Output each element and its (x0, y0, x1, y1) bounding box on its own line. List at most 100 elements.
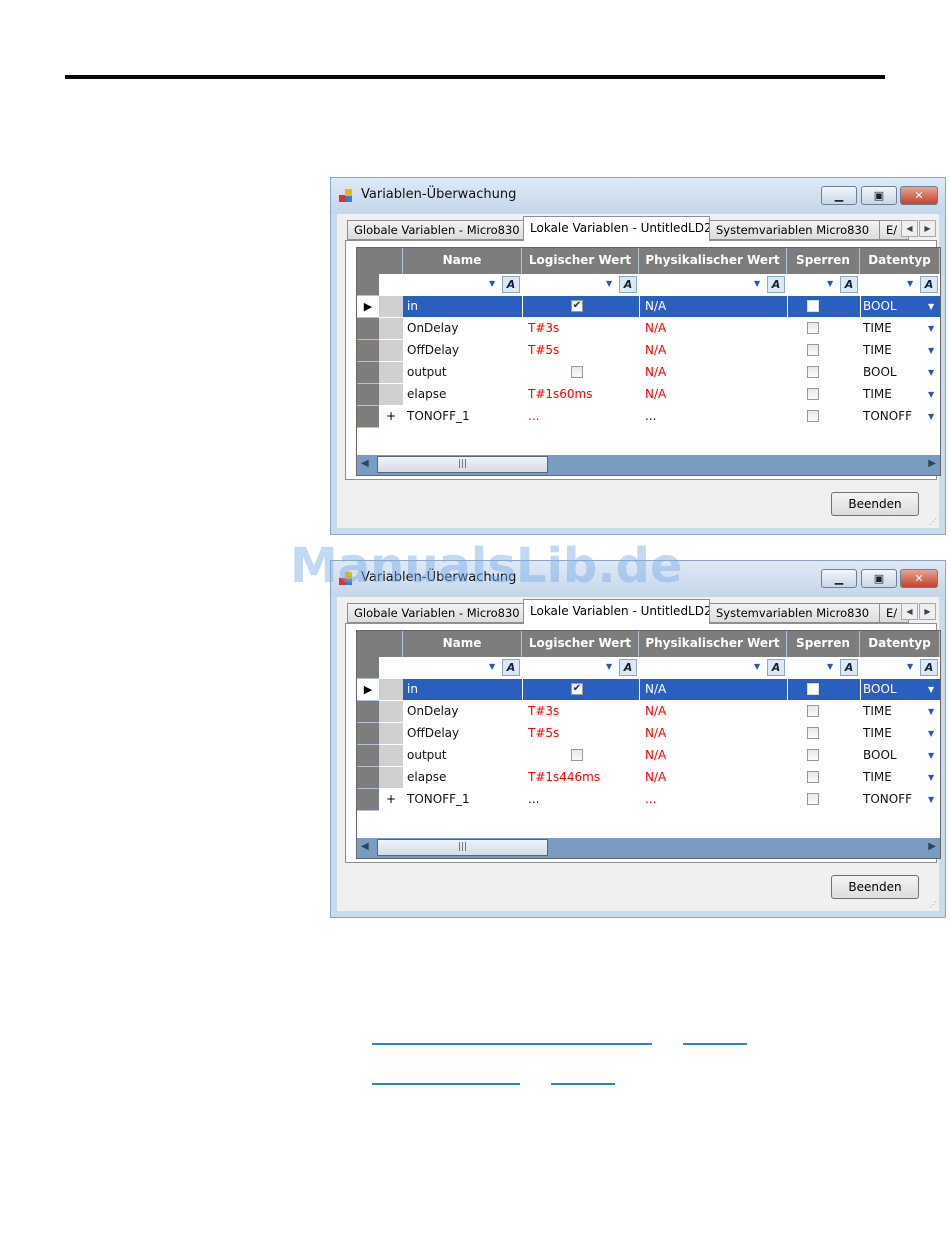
name-cell[interactable]: OffDelay (403, 340, 522, 361)
name-cell[interactable]: TONOFF_1 (403, 406, 522, 427)
physical-value-cell[interactable]: ... (640, 789, 787, 810)
expander[interactable]: + (379, 406, 403, 427)
page-link-2[interactable] (551, 1083, 615, 1085)
expander[interactable]: + (379, 789, 403, 810)
logical-value-cell[interactable]: T#1s446ms (523, 767, 639, 788)
filter-icon[interactable]: A (767, 276, 785, 293)
datatype-dropdown-icon[interactable]: ▼ (928, 346, 935, 355)
lock-checkbox[interactable] (807, 793, 819, 805)
lock-checkbox[interactable] (807, 300, 819, 312)
scroll-right-icon[interactable]: ▶ (928, 458, 936, 469)
cross-reference-link-1[interactable] (372, 1043, 652, 1045)
name-cell[interactable]: output (403, 362, 522, 383)
physical-value-cell[interactable]: N/A (640, 745, 787, 766)
physical-value-cell[interactable]: N/A (640, 318, 787, 339)
datatype-cell[interactable]: TIME (861, 384, 940, 405)
logical-value-cell[interactable]: T#5s (523, 340, 639, 361)
datatype-cell[interactable]: BOOL (861, 296, 940, 317)
row-header[interactable]: ▶ (357, 679, 379, 701)
datatype-dropdown-icon[interactable]: ▼ (928, 302, 935, 311)
page-link-1[interactable] (683, 1043, 747, 1045)
logical-value-cell[interactable]: T#3s (523, 318, 639, 339)
row-header[interactable] (357, 767, 379, 789)
physical-value-cell[interactable]: N/A (640, 723, 787, 744)
tab-scroll-left-button[interactable]: ◀ (901, 220, 918, 237)
tab-0[interactable]: Globale Variablen - Micro830 (347, 603, 524, 623)
filter-dropdown-icon[interactable]: ▼ (606, 662, 613, 671)
datatype-cell[interactable]: TIME (861, 701, 940, 722)
column-header-4[interactable]: Datentyp (860, 631, 940, 657)
lock-checkbox[interactable] (807, 705, 819, 717)
filter-icon[interactable]: A (840, 659, 858, 676)
physical-value-cell[interactable]: N/A (640, 701, 787, 722)
logical-value-checkbox[interactable] (571, 366, 583, 378)
scroll-right-icon[interactable]: ▶ (928, 841, 936, 852)
minimize-button[interactable]: ▁ (821, 569, 857, 588)
filter-dropdown-icon[interactable]: ▼ (907, 279, 914, 288)
tab-2[interactable]: Systemvariablen Micro830 (709, 603, 880, 623)
filter-icon[interactable]: A (619, 276, 637, 293)
physical-value-cell[interactable]: N/A (640, 384, 787, 405)
name-cell[interactable]: elapse (403, 384, 522, 405)
horizontal-scrollbar[interactable]: ◀ ||| ▶ (357, 838, 940, 858)
minimize-button[interactable]: ▁ (821, 186, 857, 205)
column-header-2[interactable]: Physikalischer Wert (639, 631, 787, 657)
name-cell[interactable]: elapse (403, 767, 522, 788)
datatype-cell[interactable]: TIME (861, 340, 940, 361)
lock-checkbox[interactable] (807, 410, 819, 422)
filter-dropdown-icon[interactable]: ▼ (754, 662, 761, 671)
filter-dropdown-icon[interactable]: ▼ (489, 662, 496, 671)
datatype-dropdown-icon[interactable]: ▼ (928, 751, 935, 760)
resize-grip-icon[interactable]: ⋰ (929, 517, 937, 526)
datatype-cell[interactable]: TIME (861, 318, 940, 339)
logical-value-checkbox[interactable]: ✔ (571, 683, 583, 695)
scroll-left-icon[interactable]: ◀ (361, 458, 369, 469)
name-cell[interactable]: in (403, 679, 522, 700)
datatype-cell[interactable]: BOOL (861, 745, 940, 766)
cross-reference-link-2[interactable] (372, 1083, 520, 1085)
scroll-left-icon[interactable]: ◀ (361, 841, 369, 852)
filter-icon[interactable]: A (502, 659, 520, 676)
datatype-dropdown-icon[interactable]: ▼ (928, 795, 935, 804)
physical-value-cell[interactable]: N/A (640, 296, 787, 317)
lock-checkbox[interactable] (807, 749, 819, 761)
close-button[interactable]: ✕ (900, 186, 938, 205)
logical-value-cell[interactable]: ... (523, 406, 639, 427)
logical-value-cell[interactable]: T#1s60ms (523, 384, 639, 405)
datatype-cell[interactable]: BOOL (861, 362, 940, 383)
physical-value-cell[interactable]: N/A (640, 767, 787, 788)
column-header-1[interactable]: Logischer Wert (522, 248, 639, 274)
logical-value-cell[interactable]: T#3s (523, 701, 639, 722)
physical-value-cell[interactable]: N/A (640, 340, 787, 361)
name-cell[interactable]: TONOFF_1 (403, 789, 522, 810)
lock-checkbox[interactable] (807, 344, 819, 356)
tab-scroll-right-button[interactable]: ▶ (919, 220, 936, 237)
datatype-dropdown-icon[interactable]: ▼ (928, 412, 935, 421)
name-cell[interactable]: in (403, 296, 522, 317)
column-header-3[interactable]: Sperren (787, 248, 860, 274)
row-header[interactable] (357, 362, 379, 384)
datatype-cell[interactable]: BOOL (861, 679, 940, 700)
column-header-2[interactable]: Physikalischer Wert (639, 248, 787, 274)
lock-checkbox[interactable] (807, 388, 819, 400)
scrollbar-thumb[interactable]: ||| (377, 456, 548, 473)
row-header[interactable] (357, 723, 379, 745)
row-header[interactable] (357, 745, 379, 767)
row-header[interactable] (357, 384, 379, 406)
close-button[interactable]: ✕ (900, 569, 938, 588)
scrollbar-thumb[interactable]: ||| (377, 839, 548, 856)
tab-2[interactable]: Systemvariablen Micro830 (709, 220, 880, 240)
lock-checkbox[interactable] (807, 366, 819, 378)
maximize-button[interactable]: ▣ (861, 569, 897, 588)
horizontal-scrollbar[interactable]: ◀ ||| ▶ (357, 455, 940, 475)
filter-icon[interactable]: A (920, 659, 938, 676)
lock-checkbox[interactable] (807, 771, 819, 783)
row-header[interactable] (357, 789, 379, 811)
title-bar[interactable]: Variablen-Überwachung ▁ ▣ ✕ (331, 178, 945, 214)
datatype-dropdown-icon[interactable]: ▼ (928, 773, 935, 782)
lock-checkbox[interactable] (807, 322, 819, 334)
tab-scroll-right-button[interactable]: ▶ (919, 603, 936, 620)
column-header-4[interactable]: Datentyp (860, 248, 940, 274)
datatype-cell[interactable]: TIME (861, 723, 940, 744)
physical-value-cell[interactable]: N/A (640, 679, 787, 700)
